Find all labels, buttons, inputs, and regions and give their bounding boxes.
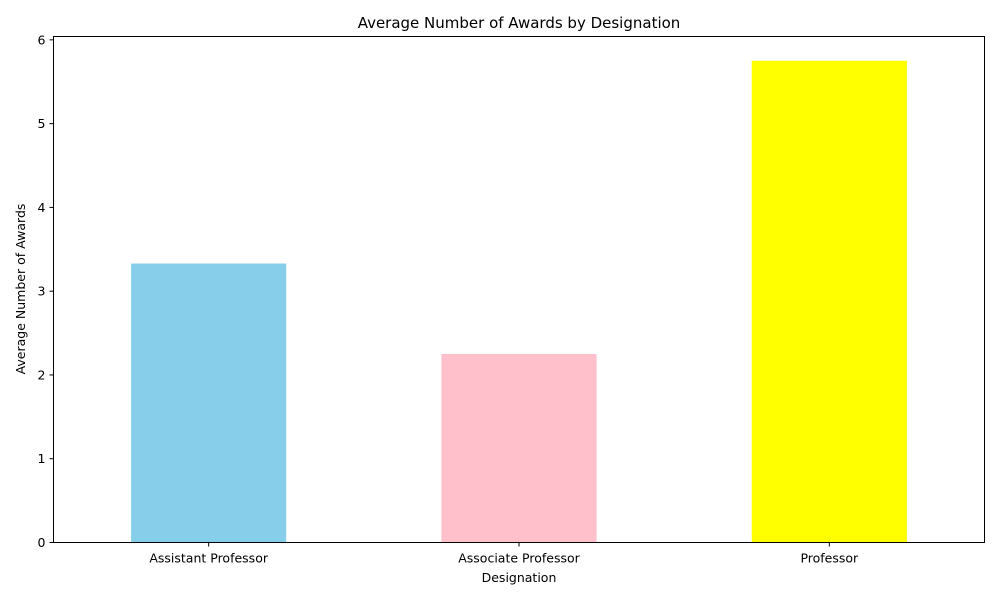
y-axis: 0 1 2 3 4 5 6 xyxy=(38,32,54,550)
bar-assistant-professor xyxy=(131,263,287,543)
y-tick-label: 1 xyxy=(38,451,46,466)
y-tick-label: 3 xyxy=(38,284,46,299)
x-tick-label: Associate Professor xyxy=(458,551,580,566)
x-tick-label: Professor xyxy=(800,551,859,566)
y-tick-label: 0 xyxy=(38,535,46,550)
chart-title: Average Number of Awards by Designation xyxy=(358,14,681,32)
y-tick-label: 6 xyxy=(38,32,46,47)
y-axis-label: Average Number of Awards xyxy=(13,204,28,375)
y-tick-label: 2 xyxy=(38,367,46,382)
x-axis-label: Designation xyxy=(482,570,557,585)
bar-professor xyxy=(751,60,907,543)
y-tick-label: 5 xyxy=(38,116,46,131)
bars-group xyxy=(131,60,907,543)
x-axis: Assistant Professor Associate Professor Pr… xyxy=(149,542,859,566)
bar-associate-professor xyxy=(441,354,597,543)
y-tick-label: 4 xyxy=(38,200,46,215)
x-tick-label: Assistant Professor xyxy=(149,551,269,566)
